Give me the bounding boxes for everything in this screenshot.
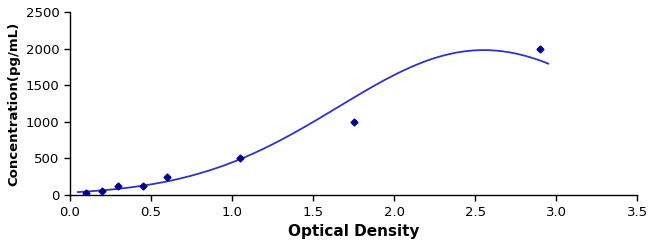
Y-axis label: Concentration(pg/mL): Concentration(pg/mL) (7, 21, 20, 186)
X-axis label: Optical Density: Optical Density (288, 224, 419, 239)
